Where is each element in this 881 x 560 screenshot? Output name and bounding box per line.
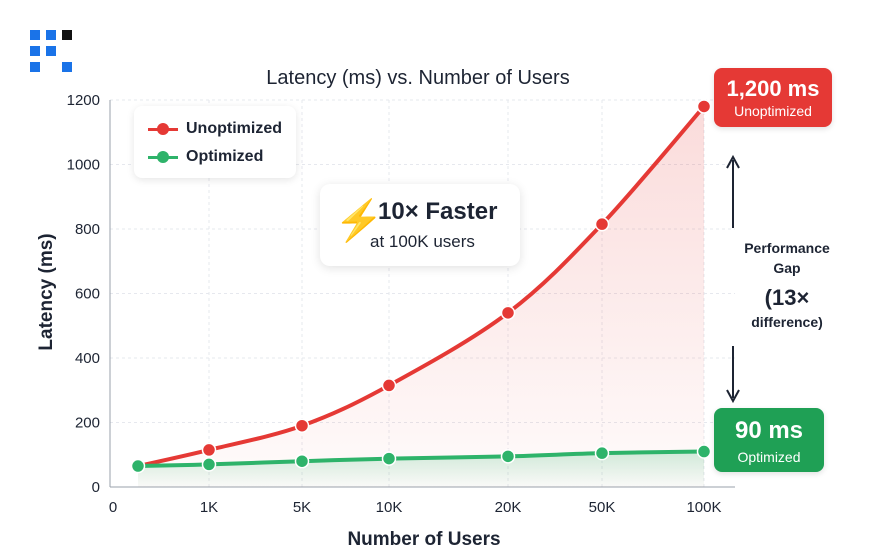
point-optimized — [130, 458, 146, 474]
point-unoptimized — [500, 305, 516, 321]
x-tick-label: 10K — [376, 499, 403, 516]
faster-callout: ⚡ 10× Faster at 100K users — [320, 184, 520, 266]
unoptimized-callout-label: Unoptimized — [734, 103, 812, 119]
legend: Unoptimized Optimized — [134, 106, 296, 178]
y-tick-label: 0 — [92, 479, 100, 496]
x-axis-label: Number of Users — [347, 529, 500, 550]
area-unoptimized — [138, 106, 704, 487]
area-optimized — [138, 451, 704, 487]
point-optimized — [294, 453, 310, 469]
point-optimized — [201, 457, 217, 472]
point-unoptimized — [594, 216, 610, 232]
legend-swatch-unoptimized — [148, 123, 178, 135]
legend-label-unoptimized: Unoptimized — [186, 120, 282, 137]
y-tick-label: 200 — [75, 415, 100, 432]
y-axis-label: Latency (ms) — [36, 233, 57, 350]
y-tick-label: 1000 — [67, 157, 100, 174]
y-tick-label: 600 — [75, 286, 100, 303]
y-tick-label: 800 — [75, 221, 100, 238]
pixel-grid-logo-icon — [30, 30, 72, 72]
y-tick-label: 1200 — [67, 92, 100, 109]
optimized-value: 90 ms — [734, 417, 804, 444]
gap-arrow-down-head — [726, 389, 740, 404]
gap-arrow-up-head — [726, 154, 740, 169]
x-tick-label: 20K — [495, 499, 522, 516]
x-tick-label: 50K — [589, 499, 616, 516]
y-tick-label: 400 — [75, 350, 100, 367]
unoptimized-callout: 1,200 ms Unoptimized — [714, 68, 832, 127]
point-unoptimized — [381, 378, 397, 393]
chart-title: Latency (ms) vs. Number of Users — [266, 67, 569, 89]
legend-item-optimized: Optimized — [148, 146, 263, 168]
point-optimized — [696, 444, 712, 459]
point-unoptimized — [201, 442, 217, 458]
gap-line-1: Performance — [744, 240, 830, 256]
lightning-bolt-icon: ⚡ — [334, 199, 384, 243]
legend-swatch-optimized — [148, 151, 178, 163]
faster-subtext: at 100K users — [370, 232, 475, 251]
legend-item-unoptimized: Unoptimized — [148, 118, 282, 140]
gap-line-4: difference) — [751, 314, 823, 330]
point-unoptimized — [294, 418, 310, 433]
gap-line-3: (13× — [764, 285, 810, 310]
optimized-callout: 90 ms Optimized — [714, 408, 824, 472]
gap-line-2: Gap — [773, 260, 801, 276]
x-tick-label: 100K — [686, 499, 721, 516]
unoptimized-value: 1,200 ms — [726, 76, 820, 101]
optimized-callout-label: Optimized — [737, 449, 801, 465]
performance-gap-label: Performance Gap (13× difference) — [732, 238, 842, 332]
faster-headline: 10× Faster — [378, 198, 498, 225]
x-tick-label: 0 — [109, 499, 117, 516]
x-tick-label: 5K — [293, 499, 311, 516]
point-optimized — [381, 451, 397, 466]
point-optimized — [500, 449, 516, 464]
point-unoptimized — [696, 99, 712, 114]
legend-label-optimized: Optimized — [186, 148, 264, 165]
point-optimized — [594, 445, 610, 461]
x-tick-label: 1K — [200, 499, 218, 516]
line-unoptimized — [136, 104, 706, 469]
